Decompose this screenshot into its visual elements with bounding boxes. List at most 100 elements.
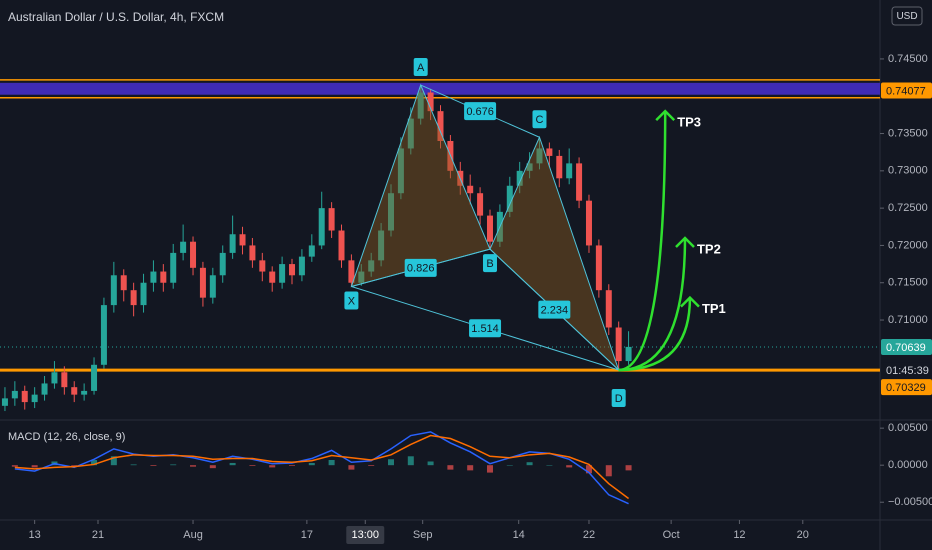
indicator-title: MACD (12, 26, close, 9) xyxy=(8,431,125,443)
ratio-label: 0.676 xyxy=(466,106,494,118)
candle-body xyxy=(1,398,8,406)
candle-body xyxy=(81,390,88,395)
candle-body xyxy=(308,245,315,257)
macd-histogram-bar xyxy=(91,460,98,466)
ratio-box xyxy=(464,102,497,121)
ratio-label: 0.826 xyxy=(407,263,435,275)
ratio-box xyxy=(469,319,502,338)
macd-histogram-bar xyxy=(427,461,434,466)
candle-body xyxy=(467,185,474,194)
x-tick-label: 21 xyxy=(92,529,104,541)
x-tick-label: 13 xyxy=(29,529,41,541)
level-label-box xyxy=(881,338,932,355)
point-label: D xyxy=(615,393,623,405)
macd-histogram-bar xyxy=(546,465,553,466)
candle-body xyxy=(110,275,117,306)
target-arrow xyxy=(618,237,687,372)
symbol-title: Australian Dollar / U.S. Dollar, 4h, FXC… xyxy=(8,10,224,24)
x-tick-label: 17 xyxy=(301,529,313,541)
point-box xyxy=(413,58,428,77)
level-label-box xyxy=(881,82,932,99)
macd-histogram-bar xyxy=(526,462,533,466)
candle-body xyxy=(289,264,296,276)
arrow-head xyxy=(675,236,695,248)
macd-histogram-bar xyxy=(269,465,276,468)
candle-body xyxy=(378,230,385,261)
level-label-box xyxy=(881,379,932,396)
candle-body xyxy=(120,275,127,291)
x-tick-label: 20 xyxy=(797,529,809,541)
macd-y-tick-label: 0.00000 xyxy=(888,459,928,471)
macd-histogram-bar xyxy=(289,465,296,466)
y-tick-label: 0.73000 xyxy=(888,165,928,177)
macd-histogram-bar xyxy=(328,460,335,466)
point-label: C xyxy=(536,114,544,126)
macd-histogram-bar xyxy=(11,465,18,467)
candle-body xyxy=(407,118,414,149)
candle-body xyxy=(51,372,58,384)
candle-body xyxy=(190,241,197,268)
resistance-zone xyxy=(0,82,880,95)
candle-body xyxy=(150,271,157,283)
candle-body xyxy=(526,163,533,171)
candle-body xyxy=(427,92,434,112)
candle-body xyxy=(397,148,404,194)
macd-line xyxy=(14,431,629,505)
candle-body xyxy=(576,163,583,201)
ratio-box xyxy=(404,258,437,277)
candle-body xyxy=(160,271,167,283)
macd-histogram-bar xyxy=(190,465,197,467)
level-label: 0.70329 xyxy=(886,382,926,394)
macd-histogram-bar xyxy=(467,465,474,471)
x-tick-label: 22 xyxy=(583,529,595,541)
candle-body xyxy=(259,260,266,272)
countdown-label-box xyxy=(881,362,932,379)
currency-button[interactable] xyxy=(891,6,923,26)
candle-body xyxy=(477,193,484,216)
candle-body xyxy=(41,383,48,395)
candle-body xyxy=(130,290,137,306)
candle-body xyxy=(605,290,612,328)
macd-histogram-bar xyxy=(31,465,38,468)
candle-body xyxy=(298,256,305,276)
macd-histogram-bar xyxy=(348,465,355,470)
candle-body xyxy=(279,264,286,283)
candle-body xyxy=(318,208,325,246)
candle-body xyxy=(486,215,493,242)
candle-body xyxy=(61,372,68,388)
candle-body xyxy=(100,305,107,365)
ratio-box xyxy=(538,300,571,319)
candle-body xyxy=(31,394,38,403)
candle-body xyxy=(249,245,256,261)
macd-histogram-bar xyxy=(229,462,236,466)
point-box xyxy=(532,110,547,129)
candle-body xyxy=(91,364,98,391)
y-tick-label: 0.71500 xyxy=(888,277,928,289)
candle-body xyxy=(71,387,78,395)
candle-body xyxy=(368,260,375,272)
candle-body xyxy=(170,252,177,283)
candle-body xyxy=(506,185,513,212)
macd-y-tick-label: −0.00500 xyxy=(888,496,932,508)
candle-body xyxy=(338,230,345,261)
level-label: 0.70639 xyxy=(886,342,926,354)
target-label: TP3 xyxy=(677,115,701,130)
y-tick-label: 0.72000 xyxy=(888,239,928,251)
candle-body xyxy=(180,241,187,253)
target-label: TP1 xyxy=(702,301,726,316)
candle-body xyxy=(437,111,444,141)
macd-histogram-bar xyxy=(249,465,256,466)
candle-body xyxy=(358,271,365,283)
currency-label[interactable]: USD xyxy=(896,11,917,22)
candle-body xyxy=(11,390,18,399)
level-label: 0.74077 xyxy=(886,85,926,97)
candle-body xyxy=(556,155,563,179)
macd-histogram-bar xyxy=(388,459,395,466)
candle-body xyxy=(140,282,147,306)
crosshair-time-box xyxy=(346,526,385,544)
candle-body xyxy=(615,327,622,362)
macd-histogram-bar xyxy=(407,456,414,466)
y-tick-label: 0.72500 xyxy=(888,202,928,214)
point-label: X xyxy=(348,295,356,307)
